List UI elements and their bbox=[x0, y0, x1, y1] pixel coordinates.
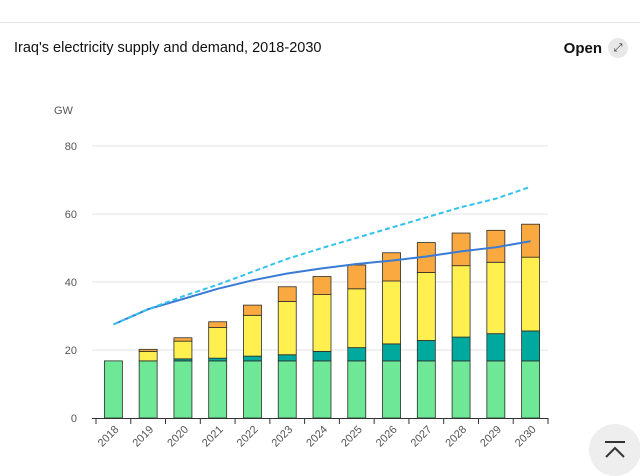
bar-segment-0 bbox=[521, 360, 541, 419]
bar-segment-0 bbox=[382, 360, 401, 419]
bar-segment-3 bbox=[243, 304, 262, 316]
bar-segment-3 bbox=[208, 321, 228, 328]
expand-icon: ⤢ bbox=[608, 38, 628, 58]
bar-segment-1 bbox=[486, 333, 506, 362]
top-divider bbox=[0, 22, 640, 23]
bar-segment-0 bbox=[347, 360, 367, 419]
bar-segment-0 bbox=[312, 360, 332, 419]
bar-segment-1 bbox=[382, 343, 401, 362]
bar-segment-2 bbox=[208, 327, 228, 359]
scroll-to-top-button[interactable] bbox=[589, 424, 640, 476]
bar-segment-0 bbox=[451, 360, 471, 419]
x-tick-label: 2020 bbox=[165, 424, 191, 450]
bar-segment-2 bbox=[173, 340, 193, 360]
bar-segment-1 bbox=[451, 336, 471, 362]
x-tick-label: 2024 bbox=[304, 424, 330, 450]
bar-segment-3 bbox=[173, 337, 193, 342]
x-tick-label: 2030 bbox=[513, 424, 539, 450]
bar-segment-1 bbox=[312, 350, 332, 362]
x-tick-label: 2027 bbox=[409, 424, 435, 450]
bar-segment-2 bbox=[451, 265, 471, 338]
series-lines bbox=[112, 185, 531, 326]
bar-segment-2 bbox=[486, 261, 506, 335]
bar-segment-3 bbox=[312, 276, 332, 295]
bar-segment-0 bbox=[138, 360, 158, 419]
bar-segment-1 bbox=[347, 347, 367, 362]
y-axis-label: GW bbox=[54, 105, 74, 117]
bar-segment-2 bbox=[382, 280, 401, 345]
bar-segment-0 bbox=[416, 360, 436, 419]
y-tick-label: 60 bbox=[65, 209, 77, 221]
y-tick-label: 0 bbox=[71, 413, 77, 425]
bar-segment-2 bbox=[416, 272, 436, 341]
bar-segment-3 bbox=[138, 348, 158, 352]
x-tick-labels: 2018 2019 2020 2021 2022 2023 2024 2025 2026 2027… bbox=[95, 418, 549, 450]
x-tick-label: 2019 bbox=[130, 424, 156, 450]
bar-segment-1 bbox=[521, 330, 541, 362]
open-button[interactable]: Open ⤢ bbox=[564, 38, 628, 58]
x-tick-label: 2025 bbox=[339, 424, 365, 450]
bar-segment-1 bbox=[243, 355, 262, 362]
y-tick-label: 20 bbox=[65, 345, 77, 357]
bar-segment-0 bbox=[277, 360, 297, 419]
y-tick-label: 80 bbox=[65, 141, 77, 153]
scroll-to-top-icon bbox=[605, 441, 625, 458]
bar-segment-2 bbox=[138, 350, 158, 362]
bar-segment-1 bbox=[277, 354, 297, 362]
bar-segment-3 bbox=[347, 264, 367, 290]
bar-segment-2 bbox=[277, 300, 297, 356]
bar-segment-2 bbox=[312, 294, 332, 352]
bar-segment-2 bbox=[347, 288, 367, 349]
bar-segment-3 bbox=[277, 286, 297, 302]
bar-segment-0 bbox=[208, 360, 228, 419]
x-tick-label: 2028 bbox=[443, 424, 469, 450]
series-line-0 bbox=[112, 240, 531, 326]
y-tick-label: 40 bbox=[65, 277, 77, 289]
bar-segment-0 bbox=[173, 360, 193, 419]
bar-segment-0 bbox=[103, 360, 123, 419]
x-tick-label: 2029 bbox=[478, 424, 504, 450]
x-tick-label: 2018 bbox=[96, 424, 122, 450]
x-tick-label: 2022 bbox=[235, 424, 261, 450]
bar-segment-3 bbox=[382, 252, 401, 282]
bar-stacks bbox=[103, 223, 541, 419]
bar-segment-0 bbox=[486, 360, 506, 419]
y-tick-labels: 0 20 40 60 80 bbox=[65, 141, 77, 425]
bar-segment-1 bbox=[416, 340, 436, 362]
bar-segment-1 bbox=[208, 357, 228, 362]
bar-segment-3 bbox=[451, 232, 471, 267]
x-tick-label: 2026 bbox=[374, 424, 400, 450]
x-tick-label: 2021 bbox=[200, 424, 226, 450]
bar-segment-2 bbox=[243, 314, 262, 357]
bar-segment-2 bbox=[521, 256, 541, 332]
open-label: Open bbox=[563, 39, 602, 57]
x-tick-label: 2023 bbox=[270, 424, 296, 450]
chart-title: Iraq's electricity supply and demand, 20… bbox=[14, 40, 322, 56]
bar-segment-0 bbox=[243, 360, 262, 419]
series-line-1 bbox=[112, 185, 531, 326]
bar-segment-3 bbox=[521, 223, 541, 258]
